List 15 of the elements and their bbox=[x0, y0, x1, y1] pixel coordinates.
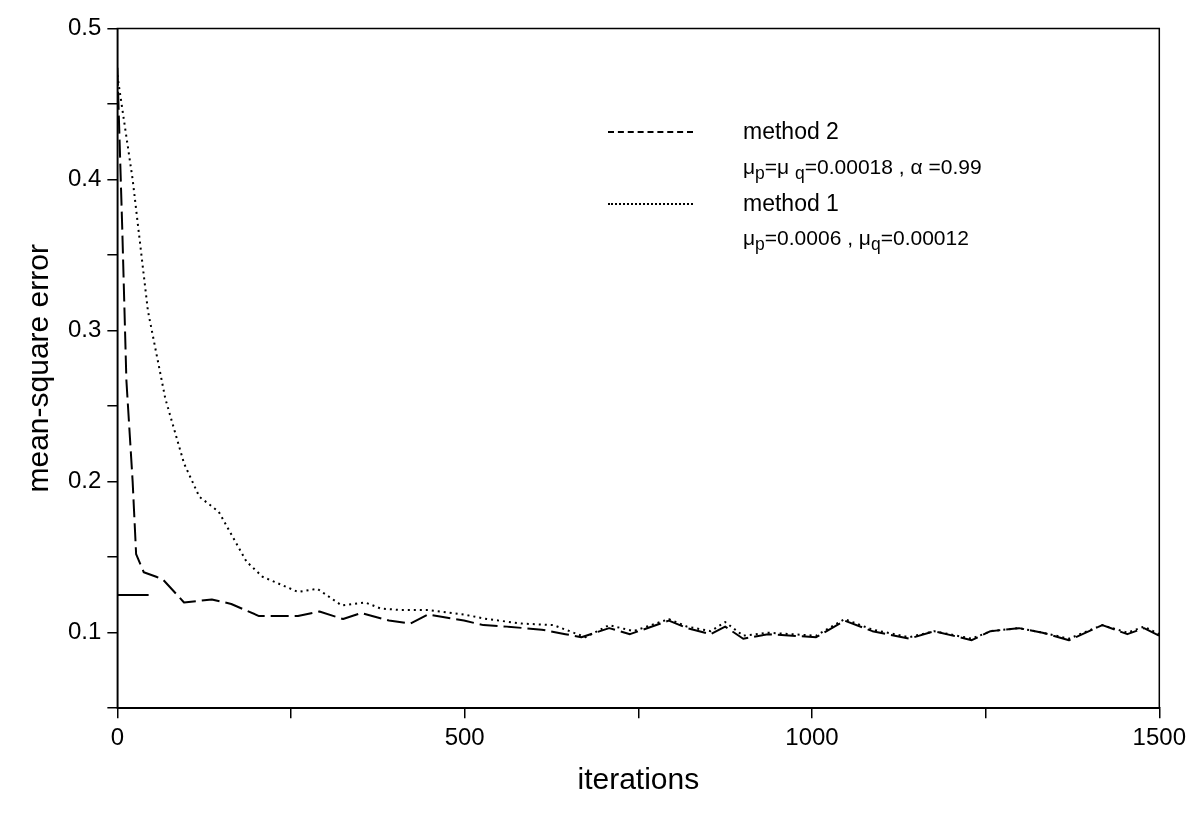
legend-label: method 2 bbox=[743, 118, 839, 146]
y-tick-label: 0.3 bbox=[67, 315, 102, 343]
y-tick-label: 0.4 bbox=[67, 164, 102, 192]
y-tick-label: 0.5 bbox=[67, 13, 102, 41]
x-tick-label: 0 bbox=[110, 723, 125, 751]
x-tick-label: 1000 bbox=[785, 723, 839, 751]
y-axis-title: mean-square error bbox=[21, 244, 55, 493]
annotation: μ$_{p}$=0.0006 , μ$_{q}$=0.00012 bbox=[743, 225, 970, 256]
x-axis-title: iterations bbox=[577, 762, 700, 796]
x-tick-label: 500 bbox=[444, 723, 485, 751]
y-tick-label: 0.1 bbox=[67, 617, 102, 645]
x-tick-label: 1500 bbox=[1132, 723, 1186, 751]
annotation: μ$_{p}$=μ $_{q}$=0.00018 , α =0.99 bbox=[743, 153, 982, 184]
legend-label: method 1 bbox=[743, 189, 839, 218]
y-tick-label: 0.2 bbox=[67, 466, 102, 494]
